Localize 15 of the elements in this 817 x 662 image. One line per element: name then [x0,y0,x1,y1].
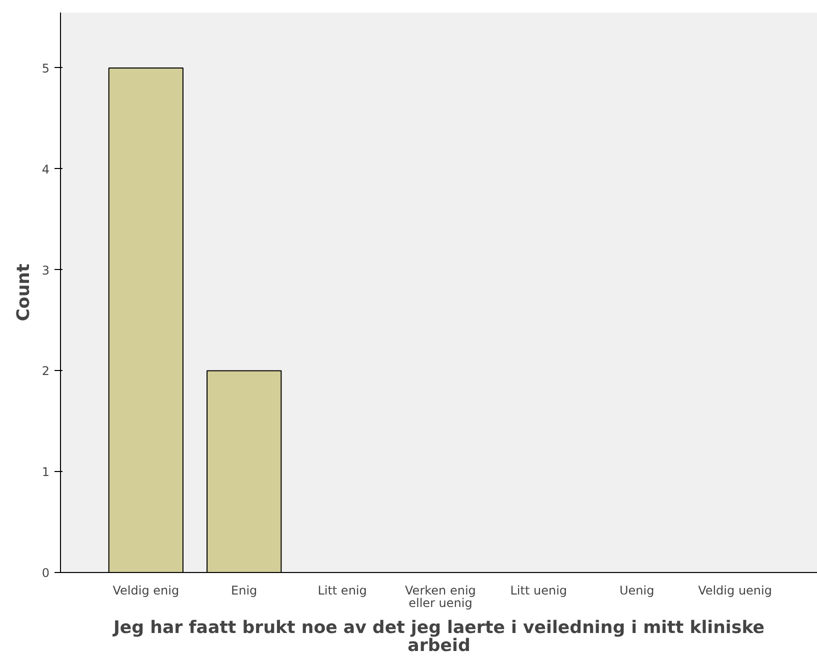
y-tick-label: 0 [42,566,50,580]
y-axis-title: Count [14,264,34,322]
x-tick-label: Verken enig eller uenig [405,584,476,610]
y-tick-label: 3 [42,263,50,278]
y-tick-label: 5 [42,61,50,76]
x-tick-label: Enig [231,584,258,598]
y-tick-label: 2 [42,364,50,378]
x-tick-label: Litt enig [318,584,367,598]
x-tick-label: Uenig [619,584,654,598]
x-tick-label: Veldig uenig [698,584,772,598]
x-axis-title: Jeg har faatt brukt noe av det jeg laerte i veiledning i mitt kliniske arbeid [112,618,765,656]
y-tick-label: 1 [42,465,50,480]
x-tick-label: Veldig enig [112,584,180,598]
y-tick-label: 4 [42,162,50,176]
x-tick-label: Litt uenig [510,584,568,598]
